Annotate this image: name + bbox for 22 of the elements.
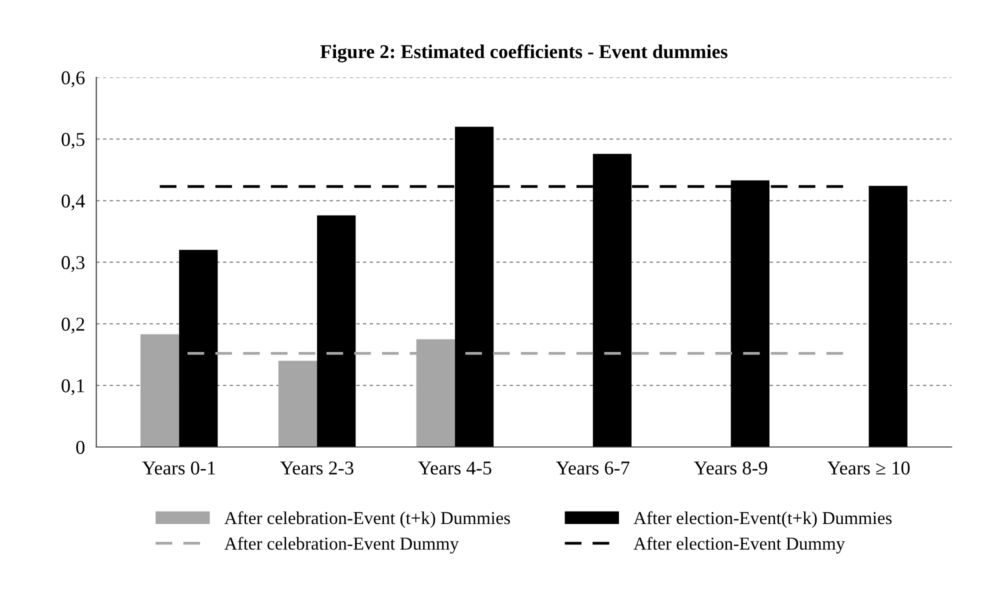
chart-title: Figure 2: Estimated coefficients - Event dummies	[320, 44, 728, 62]
legend-label: After celebration-Event Dummy	[224, 536, 459, 554]
x-tick-label: Years 0-1	[142, 461, 216, 475]
bar	[868, 186, 908, 447]
y-tick-label: 0,4	[62, 194, 85, 210]
bar	[179, 250, 218, 447]
bar	[278, 360, 318, 447]
x-tick-label: Years ≥ 10	[827, 461, 910, 475]
x-tick-label: Years 6-7	[556, 462, 630, 475]
y-tick-label: 0,6	[62, 71, 85, 88]
y-tick-label: 0,3	[62, 256, 84, 272]
x-tick-label: Years 2-3	[280, 462, 354, 475]
legend-label: After election-Event(t+k) Dummies	[634, 511, 892, 528]
bar	[317, 215, 356, 447]
y-tick-label: 0,2	[62, 318, 84, 334]
legend-label: After celebration-Event (t+k) Dummies	[224, 511, 510, 528]
x-tick-label: Years 8-9	[694, 461, 768, 475]
y-tick-label: 0,1	[62, 379, 84, 396]
x-tick-label: Years 4-5	[418, 462, 492, 475]
y-tick-label: 0,5	[62, 132, 84, 149]
y-tick-label: 0	[76, 440, 84, 454]
legend-label: After election-Event Dummy	[634, 536, 845, 554]
